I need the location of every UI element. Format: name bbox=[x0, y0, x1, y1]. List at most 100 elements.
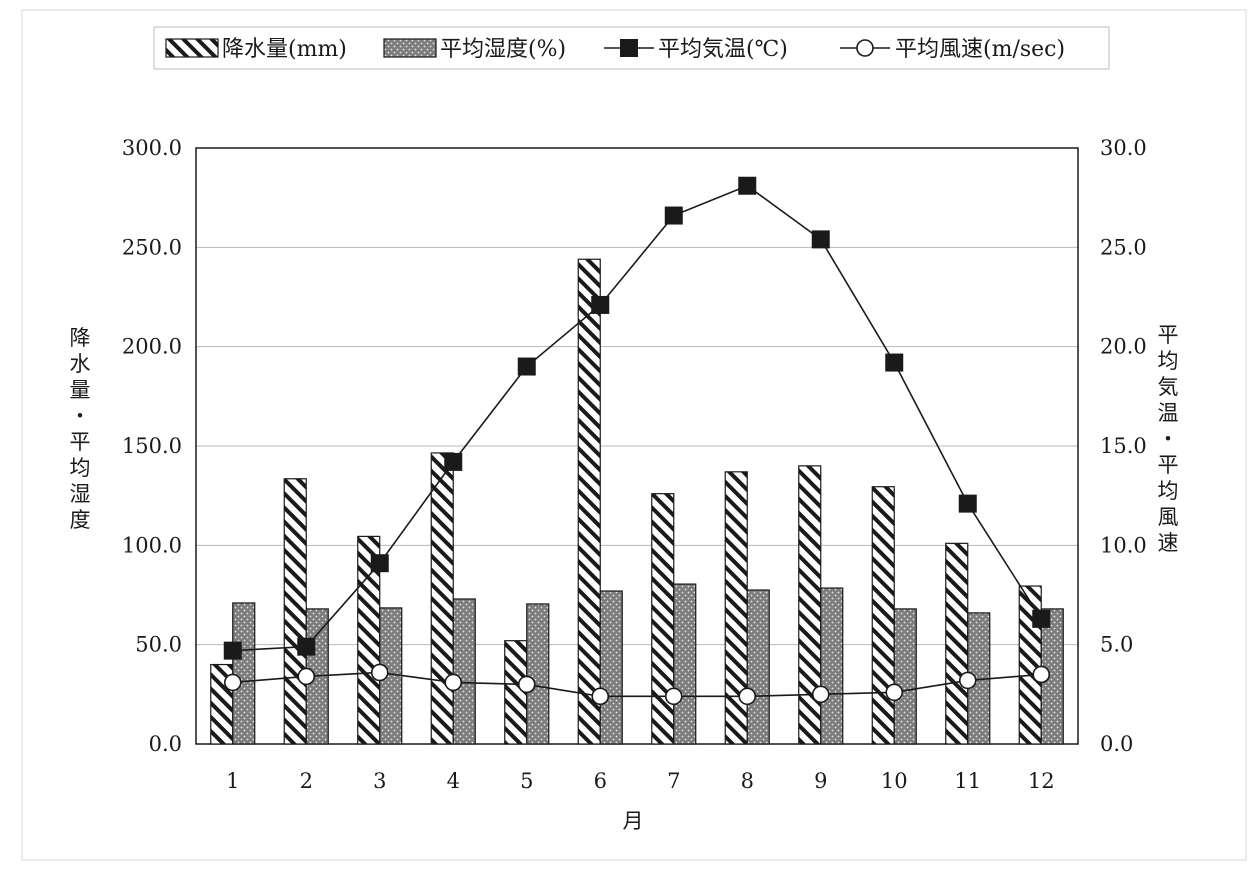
axis-title-char: 湿 bbox=[70, 482, 91, 506]
gridlines bbox=[196, 246, 1078, 646]
point-temperature bbox=[591, 295, 610, 314]
y-tick-right: 20.0 bbox=[1100, 335, 1147, 359]
axis-title-char: 度 bbox=[70, 508, 91, 532]
y-tick-left: 0.0 bbox=[149, 732, 182, 756]
y-tick-left: 100.0 bbox=[122, 533, 182, 557]
axis-title-char: 平 bbox=[1158, 453, 1179, 477]
point-wind bbox=[223, 673, 242, 692]
axis-title-char: 均 bbox=[1158, 479, 1179, 503]
line-wind bbox=[232, 671, 1042, 698]
x-tick-label: 7 bbox=[667, 769, 680, 793]
bar-humidity bbox=[746, 589, 770, 745]
y-tick-right: 30.0 bbox=[1100, 136, 1147, 160]
bar-humidity bbox=[232, 602, 256, 745]
bars bbox=[210, 258, 1064, 745]
axis-title-char: 速 bbox=[1158, 531, 1179, 555]
x-axis-title: 月 bbox=[623, 809, 644, 833]
point-temperature bbox=[517, 357, 536, 376]
point-wind bbox=[591, 687, 610, 706]
axis-title-char: 降 bbox=[70, 326, 91, 350]
x-tick-label: 1 bbox=[226, 769, 239, 793]
bar-humidity bbox=[820, 587, 844, 745]
bar-humidity bbox=[893, 608, 917, 745]
legend-marker-temperature bbox=[620, 39, 638, 57]
point-wind bbox=[297, 667, 316, 686]
y-tick-left: 250.0 bbox=[122, 235, 182, 259]
line-temperature bbox=[232, 184, 1042, 652]
x-tick-label: 5 bbox=[520, 769, 533, 793]
bar-humidity bbox=[673, 583, 697, 745]
point-wind bbox=[811, 685, 830, 704]
y-axis-left-title: 降水量・平均湿度 bbox=[70, 326, 91, 532]
bar-rainfall bbox=[945, 542, 969, 745]
y-axis-right-ticks: 0.0 5.0 10.0 15.0 20.0 25.0 30.0 bbox=[1100, 136, 1147, 756]
point-wind bbox=[958, 671, 977, 690]
point-wind bbox=[370, 663, 389, 682]
y-tick-right: 10.0 bbox=[1100, 533, 1147, 557]
legend-label-wind: 平均風速(m/sec) bbox=[895, 37, 1065, 62]
y-tick-right: 15.0 bbox=[1100, 434, 1147, 458]
y-axis-right-title: 平均気温・平均風速 bbox=[1158, 323, 1179, 555]
x-tick-label: 4 bbox=[447, 769, 460, 793]
bar-rainfall bbox=[577, 258, 601, 745]
axis-title-char: 平 bbox=[1158, 323, 1179, 347]
y-tick-right: 0.0 bbox=[1100, 732, 1133, 756]
x-tick-label: 6 bbox=[594, 769, 607, 793]
y-axis-left-ticks: 0.0 50.0 100.0 150.0 200.0 250.0 300.0 bbox=[122, 136, 182, 756]
bar-rainfall bbox=[283, 478, 307, 745]
point-temperature bbox=[738, 176, 757, 195]
axis-title-char: 量 bbox=[70, 378, 91, 402]
bar-humidity bbox=[526, 603, 550, 745]
x-tick-label: 3 bbox=[373, 769, 386, 793]
axis-title-char: 水 bbox=[70, 352, 91, 376]
legend-label-humidity: 平均湿度(%) bbox=[440, 37, 566, 62]
point-temperature bbox=[958, 494, 977, 513]
axis-title-char: 均 bbox=[70, 456, 91, 480]
bar-rainfall bbox=[871, 486, 895, 745]
point-temperature bbox=[1032, 609, 1051, 628]
axis-title-char: 風 bbox=[1158, 505, 1179, 529]
axis-title-char: ・ bbox=[70, 404, 91, 428]
legend-label-temperature: 平均気温(℃) bbox=[658, 37, 788, 62]
point-wind bbox=[1032, 665, 1051, 684]
axis-title-char: 気 bbox=[1158, 375, 1179, 399]
legend-swatch-humidity bbox=[383, 38, 437, 58]
legend-marker-wind bbox=[856, 39, 874, 57]
x-tick-label: 8 bbox=[741, 769, 754, 793]
bar-humidity bbox=[599, 590, 623, 745]
y-tick-left: 200.0 bbox=[122, 335, 182, 359]
point-wind bbox=[517, 675, 536, 694]
x-axis-ticks: 1 2 3 4 5 6 7 8 9 10 11 12 bbox=[226, 769, 1055, 793]
plot-area bbox=[195, 147, 1079, 745]
bar-humidity bbox=[452, 598, 476, 745]
x-tick-label: 10 bbox=[881, 769, 908, 793]
y-tick-left: 150.0 bbox=[122, 434, 182, 458]
x-tick-label: 9 bbox=[814, 769, 827, 793]
bar-rainfall bbox=[430, 452, 454, 745]
lines bbox=[223, 176, 1051, 706]
outer-frame bbox=[21, 9, 1247, 861]
axis-title-char: 温 bbox=[1158, 401, 1179, 425]
y-tick-left: 50.0 bbox=[135, 633, 182, 657]
point-wind bbox=[444, 673, 463, 692]
legend-label-rainfall: 降水量(mm) bbox=[222, 37, 347, 62]
point-wind bbox=[738, 687, 757, 706]
point-temperature bbox=[664, 206, 683, 225]
axis-title-char: 平 bbox=[70, 430, 91, 454]
x-tick-label: 2 bbox=[300, 769, 313, 793]
point-temperature bbox=[444, 452, 463, 471]
bar-rainfall bbox=[1018, 585, 1042, 745]
x-tick-label: 12 bbox=[1028, 769, 1055, 793]
y-tick-left: 300.0 bbox=[122, 136, 182, 160]
point-temperature bbox=[370, 554, 389, 573]
point-wind bbox=[664, 687, 683, 706]
axis-title-char: ・ bbox=[1158, 427, 1179, 451]
axis-title-char: 均 bbox=[1158, 349, 1179, 373]
point-temperature bbox=[885, 353, 904, 372]
x-tick-label: 11 bbox=[954, 769, 981, 793]
point-temperature bbox=[223, 641, 242, 660]
y-tick-right: 5.0 bbox=[1100, 633, 1133, 657]
point-temperature bbox=[297, 637, 316, 656]
